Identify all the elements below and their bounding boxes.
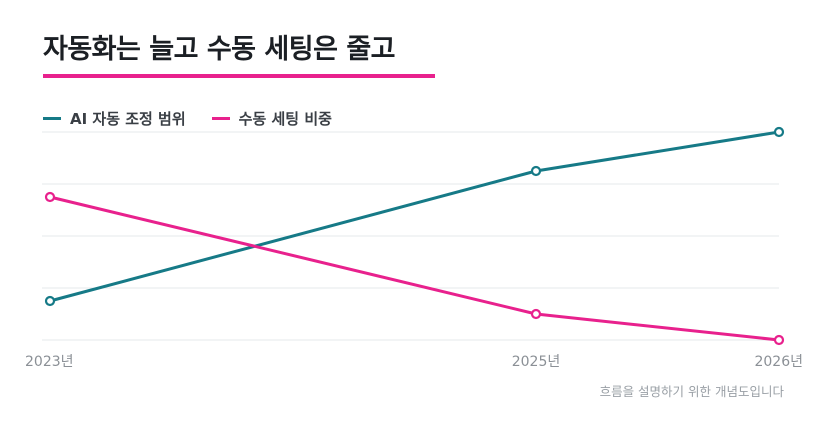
data-point-0-1 — [530, 165, 542, 177]
legend-label-ai: AI 자동 조정 범위 — [70, 110, 186, 128]
legend-swatch-manual — [211, 117, 230, 120]
footnote: 흐름을 설명하기 위한 개념도입니다 — [599, 384, 784, 399]
x-tick-label: 2023년 — [25, 354, 74, 370]
gridlines — [42, 131, 779, 341]
data-point-1-0 — [44, 191, 56, 203]
data-point-0-0 — [44, 295, 56, 307]
series-line-0 — [48, 130, 781, 303]
legend-item-manual: 수동 세팅 비중 — [211, 108, 332, 129]
legend: AI 자동 조정 범위 수동 세팅 비중 — [43, 108, 332, 129]
series-line-1 — [48, 195, 781, 342]
data-point-1-1 — [530, 308, 542, 320]
legend-label-manual: 수동 세팅 비중 — [238, 110, 332, 128]
x-tick-label: 2025년 — [512, 354, 561, 370]
data-point-0-2 — [773, 126, 785, 138]
legend-swatch-ai — [43, 117, 61, 120]
data-point-1-2 — [773, 334, 785, 346]
x-tick-labels: 2023년 2025년 2026년 — [25, 354, 803, 370]
series-points — [44, 126, 785, 346]
x-tick-label: 2026년 — [754, 354, 803, 370]
chart-title: 자동화는 늘고 수동 세팅은 줄고 — [43, 34, 396, 65]
legend-item-ai: AI 자동 조정 범위 — [43, 108, 186, 129]
title-underline — [43, 74, 435, 78]
